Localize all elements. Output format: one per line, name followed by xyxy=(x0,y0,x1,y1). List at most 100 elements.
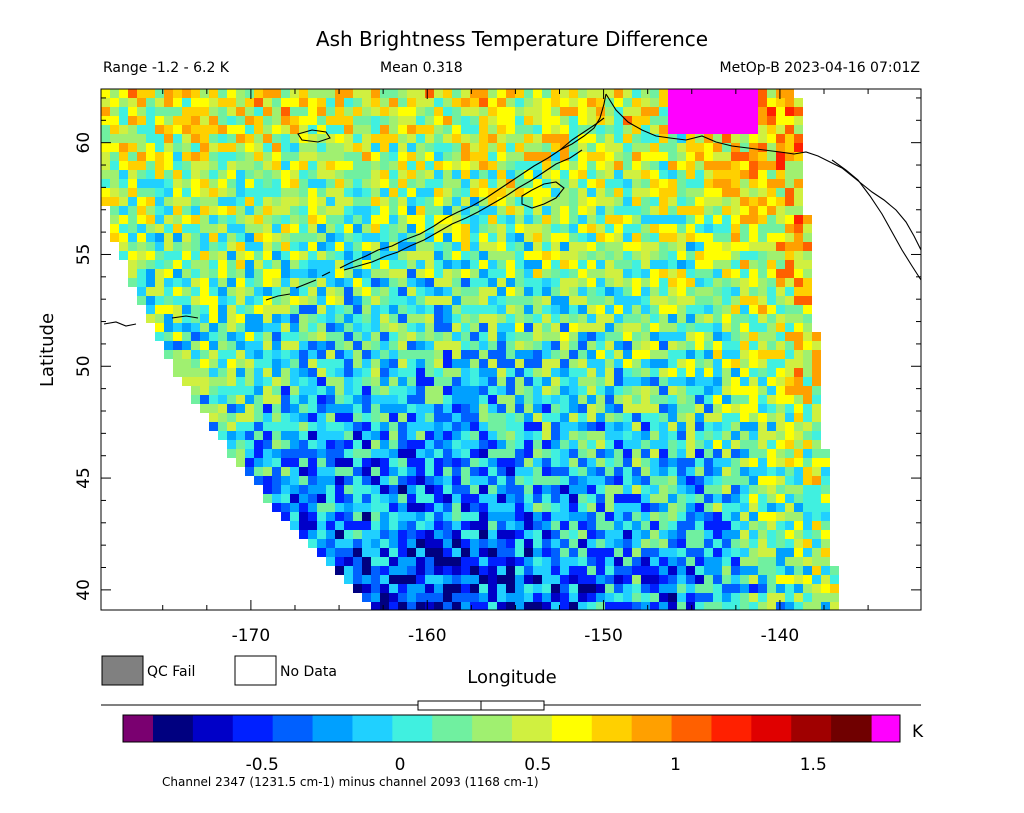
swath-pixel xyxy=(776,440,785,449)
swath-pixel xyxy=(803,233,812,242)
swath-pixel xyxy=(668,557,677,566)
swath-pixel xyxy=(209,233,218,242)
swath-pixel xyxy=(272,215,281,224)
swath-pixel xyxy=(785,512,794,521)
swath-pixel xyxy=(713,485,722,494)
swath-pixel xyxy=(488,134,497,143)
swath-pixel xyxy=(344,332,353,341)
swath-pixel xyxy=(488,323,497,332)
swath-pixel xyxy=(461,116,470,125)
swath-pixel xyxy=(650,431,659,440)
swath-pixel xyxy=(506,521,515,530)
swath-pixel xyxy=(767,431,776,440)
swath-pixel xyxy=(236,134,245,143)
swath-pixel xyxy=(335,332,344,341)
swath-pixel xyxy=(353,224,362,233)
swath-pixel xyxy=(488,413,497,422)
swath-pixel xyxy=(524,467,533,476)
swath-pixel xyxy=(542,422,551,431)
swath-pixel xyxy=(767,530,776,539)
swath-pixel xyxy=(479,134,488,143)
swath-pixel xyxy=(335,539,344,548)
colorbar-segment xyxy=(671,715,713,742)
swath-pixel xyxy=(659,332,668,341)
swath-pixel xyxy=(425,494,434,503)
swath-pixel xyxy=(101,197,110,206)
swath-pixel xyxy=(218,413,227,422)
swath-pixel xyxy=(722,170,731,179)
swath-pixel xyxy=(713,566,722,575)
swath-pixel xyxy=(227,431,236,440)
swath-pixel xyxy=(209,143,218,152)
colorbar-segment xyxy=(153,715,194,742)
swath-pixel xyxy=(218,161,227,170)
swath-pixel xyxy=(533,377,542,386)
swath-pixel xyxy=(209,305,218,314)
swath-pixel xyxy=(155,278,164,287)
swath-pixel xyxy=(263,152,272,161)
swath-pixel xyxy=(551,359,560,368)
swath-pixel xyxy=(632,557,641,566)
swath-pixel xyxy=(479,314,488,323)
swath-pixel xyxy=(335,458,344,467)
swath-pixel xyxy=(686,251,695,260)
swath-pixel xyxy=(695,449,704,458)
swath-pixel xyxy=(578,449,587,458)
swath-pixel xyxy=(659,197,668,206)
swath-pixel xyxy=(371,278,380,287)
swath-pixel xyxy=(371,350,380,359)
swath-pixel xyxy=(722,323,731,332)
lon-tick-label: -160 xyxy=(408,626,447,646)
swath-pixel xyxy=(236,161,245,170)
swath-pixel xyxy=(281,413,290,422)
swath-pixel xyxy=(632,188,641,197)
swath-pixel xyxy=(758,440,767,449)
swath-pixel xyxy=(713,224,722,233)
swath-pixel xyxy=(641,395,650,404)
swath-pixel xyxy=(623,278,632,287)
swath-pixel xyxy=(380,341,389,350)
swath-pixel xyxy=(821,476,830,485)
swath-pixel xyxy=(785,152,794,161)
colorbar-segment xyxy=(272,715,314,742)
swath-pixel xyxy=(434,332,443,341)
swath-pixel xyxy=(713,548,722,557)
swath-pixel xyxy=(668,89,677,98)
swath-pixel xyxy=(542,233,551,242)
swath-pixel xyxy=(650,494,659,503)
swath-pixel xyxy=(146,170,155,179)
swath-pixel xyxy=(299,197,308,206)
swath-pixel xyxy=(650,566,659,575)
swath-pixel xyxy=(695,548,704,557)
swath-pixel xyxy=(749,161,758,170)
swath-pixel xyxy=(704,431,713,440)
swath-pixel xyxy=(515,233,524,242)
swath-pixel xyxy=(668,593,677,602)
swath-pixel xyxy=(434,305,443,314)
swath-pixel xyxy=(362,260,371,269)
swath-pixel xyxy=(326,278,335,287)
swath-pixel xyxy=(371,539,380,548)
swath-pixel xyxy=(533,296,542,305)
swath-pixel xyxy=(731,557,740,566)
swath-pixel xyxy=(218,341,227,350)
swath-pixel xyxy=(308,422,317,431)
swath-pixel xyxy=(632,287,641,296)
swath-pixel xyxy=(290,233,299,242)
swath-pixel xyxy=(218,251,227,260)
swath-pixel xyxy=(623,188,632,197)
swath-pixel xyxy=(695,521,704,530)
swath-pixel xyxy=(362,395,371,404)
swath-pixel xyxy=(740,296,749,305)
swath-pixel xyxy=(488,602,497,610)
swath-pixel xyxy=(704,593,713,602)
swath-pixel xyxy=(605,215,614,224)
swath-pixel xyxy=(416,539,425,548)
swath-pixel xyxy=(371,269,380,278)
swath-pixel xyxy=(722,566,731,575)
swath-pixel xyxy=(767,485,776,494)
swath-pixel xyxy=(605,170,614,179)
swath-pixel xyxy=(308,494,317,503)
swath-pixel xyxy=(740,350,749,359)
swath-pixel xyxy=(542,431,551,440)
